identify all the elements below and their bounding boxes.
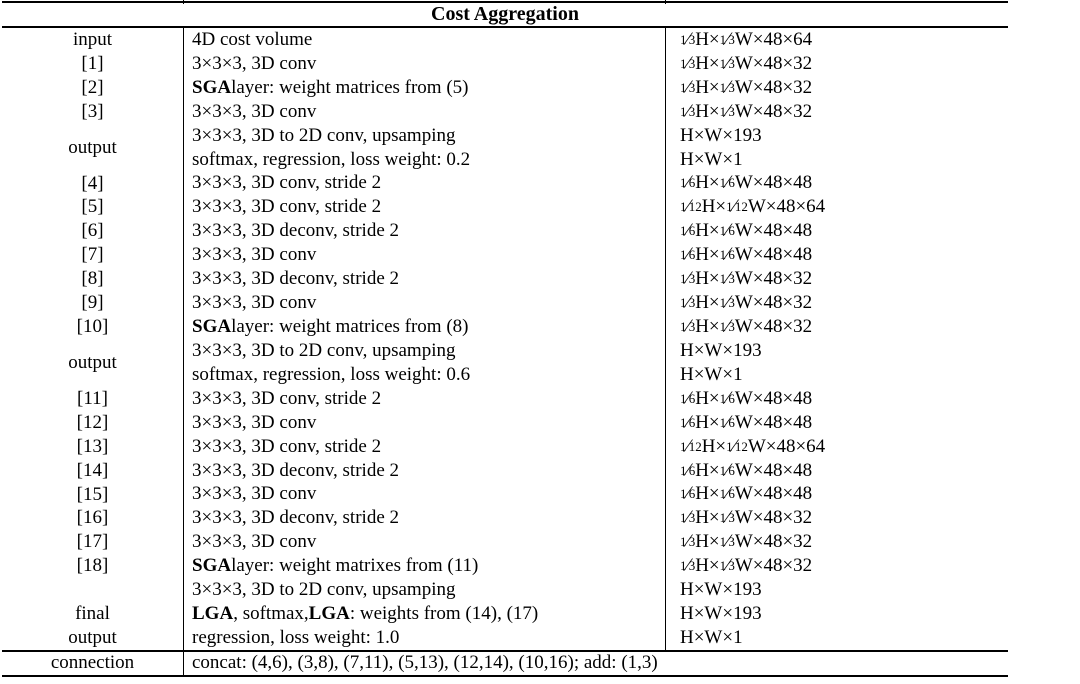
layer-description: 3×3×3, 3D conv	[192, 244, 317, 266]
layer-description: 3×3×3, 3D conv, stride 2	[192, 196, 382, 218]
output-size: H×W×193	[680, 124, 762, 146]
row-label: [11]	[77, 387, 108, 409]
output-size: 1 ⁄ 3 H× 1 ⁄ 3 W×48×32	[680, 555, 813, 577]
row-label: [9]	[81, 292, 104, 314]
row-label: [1]	[81, 52, 104, 74]
layer-description: 3×3×3, 3D conv	[192, 411, 317, 433]
row-label: [6]	[81, 220, 104, 242]
layer-description: 3×3×3, 3D conv	[192, 531, 317, 553]
output-size: H×W×1	[680, 627, 743, 648]
layer-description: 3×3×3, 3D conv	[192, 52, 317, 74]
row-label: [7]	[81, 244, 104, 266]
output-size: 1 ⁄ 6 H× 1 ⁄ 6 W×48×48	[680, 387, 813, 409]
row-label: [10]	[76, 316, 109, 338]
layer-description: 3×3×3, 3D deconv, stride 2	[192, 459, 399, 481]
layer-description: SGA layer: weight matrices from (5)	[192, 76, 469, 98]
column-divider-2	[665, 28, 666, 650]
output-size: 1 ⁄ 3 H× 1 ⁄ 3 W×48×32	[680, 507, 813, 529]
output-size: 1 ⁄ 6 H× 1 ⁄ 6 W×48×48	[680, 244, 813, 266]
layer-description: 3×3×3, 3D to 2D conv, upsamping	[192, 579, 456, 601]
output-size: 1 ⁄ 3 H× 1 ⁄ 3 W×48×32	[680, 100, 813, 122]
output-size: 1 ⁄ 6 H× 1 ⁄ 6 W×48×48	[680, 483, 813, 505]
row-label: [8]	[81, 268, 104, 290]
layer-description: 3×3×3, 3D to 2D conv, upsamping	[192, 124, 456, 146]
layer-description: regression, loss weight: 1.0	[192, 627, 400, 648]
output-size: H×W×1	[680, 363, 743, 385]
table-bottom-rule	[2, 675, 1008, 677]
output-size: 1 ⁄ 6 H× 1 ⁄ 6 W×48×48	[680, 459, 813, 481]
row-label: [12]	[76, 411, 109, 433]
output-size: 1 ⁄ 12 H× 1 ⁄ 12 W×48×64	[680, 435, 826, 457]
layer-description: 3×3×3, 3D conv, stride 2	[192, 387, 382, 409]
layer-description: 3×3×3, 3D conv, stride 2	[192, 435, 382, 457]
row-label: [2]	[81, 76, 104, 98]
layer-description: 4D cost volume	[192, 28, 313, 50]
output-size: 1 ⁄ 12 H× 1 ⁄ 12 W×48×64	[680, 196, 826, 218]
layer-description: SGA layer: weight matrices from (8)	[192, 316, 469, 338]
layer-description: 3×3×3, 3D deconv, stride 2	[192, 507, 399, 529]
row-label: final output	[68, 603, 117, 649]
output-size: 1 ⁄ 6 H× 1 ⁄ 6 W×48×48	[680, 172, 813, 194]
output-size: 1 ⁄ 3 H× 1 ⁄ 3 W×48×32	[680, 76, 813, 98]
connection-text: concat: (4,6), (3,8), (7,11), (5,13), (1…	[192, 652, 658, 673]
layer-description: 3×3×3, 3D conv	[192, 100, 317, 122]
column-divider-1	[183, 28, 184, 676]
row-label: [5]	[81, 196, 104, 218]
header-bottom-rule	[2, 26, 1008, 28]
row-label: [17]	[76, 531, 109, 553]
row-label: output	[68, 136, 117, 158]
layer-description: SGA layer: weight matrixes from (11)	[192, 555, 479, 577]
row-label: [13]	[76, 435, 109, 457]
output-size: H×W×193	[680, 579, 762, 601]
output-size: H×W×1	[680, 148, 743, 170]
row-label: [15]	[76, 483, 109, 505]
connection-top-rule	[2, 650, 1008, 652]
row-label: [18]	[76, 555, 109, 577]
layer-description: 3×3×3, 3D to 2D conv, upsamping	[192, 339, 456, 361]
output-size: H×W×193	[680, 339, 762, 361]
layer-description: LGA, softmax, LGA: weights from (14), (1…	[192, 603, 539, 625]
row-label: [3]	[81, 100, 104, 122]
row-label: [14]	[76, 459, 109, 481]
row-label: input	[72, 29, 113, 50]
row-label: output	[68, 351, 117, 373]
output-size: 1 ⁄ 3 H× 1 ⁄ 3 W×48×32	[680, 316, 813, 338]
output-size: 1 ⁄ 3 H× 1 ⁄ 3 W×48×32	[680, 52, 813, 74]
layer-description: 3×3×3, 3D conv, stride 2	[192, 172, 382, 194]
output-size: 1 ⁄ 3 H× 1 ⁄ 3 W×48×32	[680, 268, 813, 290]
connection-label: connection	[50, 652, 135, 673]
layer-description: 3×3×3, 3D conv	[192, 292, 317, 314]
layer-description: softmax, regression, loss weight: 0.2	[192, 148, 471, 170]
layer-description: 3×3×3, 3D conv	[192, 483, 317, 505]
output-size: 1 ⁄ 6 H× 1 ⁄ 6 W×48×48	[680, 220, 813, 242]
output-size: H×W×193	[680, 603, 762, 625]
output-size: 1 ⁄ 3 H× 1 ⁄ 3 W×48×32	[680, 292, 813, 314]
layer-description: softmax, regression, loss weight: 0.6	[192, 363, 471, 385]
row-label: [16]	[76, 507, 109, 529]
table-title: Cost Aggregation	[431, 3, 579, 25]
row-label: [4]	[81, 172, 104, 194]
table-top-rule	[2, 1, 1008, 3]
layer-description: 3×3×3, 3D deconv, stride 2	[192, 220, 399, 242]
output-size: 1 ⁄ 3 H× 1 ⁄ 3 W×48×64	[680, 28, 813, 50]
output-size: 1 ⁄ 3 H× 1 ⁄ 3 W×48×32	[680, 531, 813, 553]
table-body: input 4D cost volume 1 ⁄ 3 H× 1 ⁄ 3 W×48×64 [1] 3×3…	[2, 28, 1008, 650]
layer-description: 3×3×3, 3D deconv, stride 2	[192, 268, 399, 290]
output-size: 1 ⁄ 6 H× 1 ⁄ 6 W×48×48	[680, 411, 813, 433]
